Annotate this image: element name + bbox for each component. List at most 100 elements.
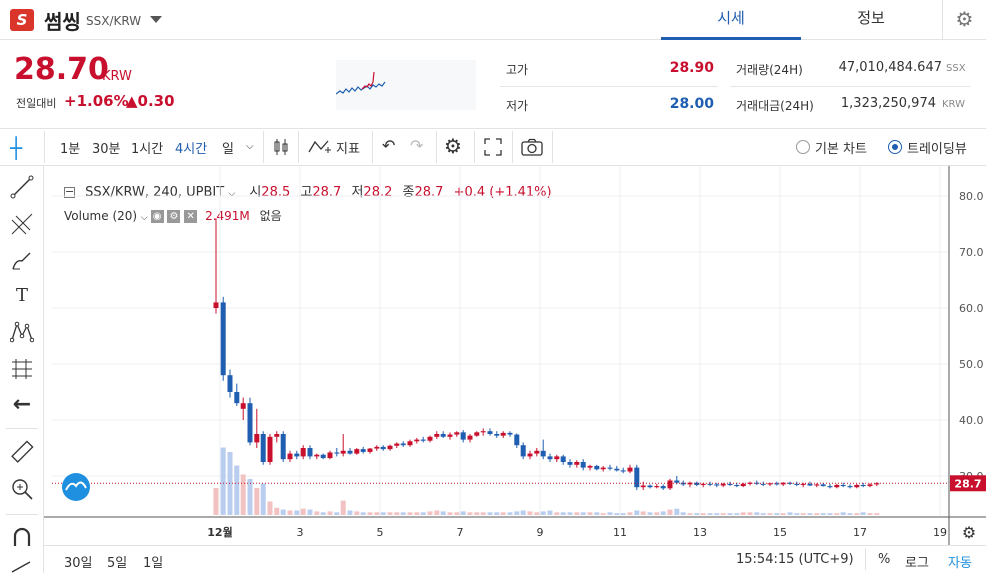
tab-info[interactable]: 정보 (857, 9, 885, 27)
volume-bar (514, 511, 520, 515)
range-30d[interactable]: 30일 (64, 556, 93, 571)
ruler-icon[interactable] (10, 440, 34, 464)
volume-bar (787, 512, 793, 515)
close-icon[interactable]: ✕ (184, 210, 198, 223)
y-tick-label: 80.0 (959, 190, 984, 203)
coin-name[interactable]: 썸씽 (44, 10, 81, 34)
volume-bar (480, 512, 486, 515)
settings-icon[interactable]: ⚙ (167, 210, 181, 223)
candle-body (640, 485, 646, 488)
fullscreen-icon[interactable] (484, 138, 502, 156)
basic-chart-radio[interactable] (796, 140, 810, 154)
x-tick-label: 9 (537, 526, 544, 539)
candle-body (500, 432, 506, 436)
hide-drawings-icon[interactable] (10, 560, 34, 573)
volume-bar (420, 512, 426, 515)
pattern-tool-icon[interactable] (10, 320, 34, 344)
candle-body (760, 483, 766, 485)
volume-legend: Volume (20) ⌵ ◉ ⚙ ✕ 2.491M 없음 (64, 207, 282, 224)
gear-icon[interactable]: ⚙ (942, 0, 986, 40)
indicators-label[interactable]: 지표 (336, 142, 360, 157)
zoom-in-icon[interactable] (10, 477, 34, 501)
trendline-icon[interactable] (10, 175, 34, 199)
volume-bar (554, 512, 560, 515)
volume-bar (367, 512, 373, 515)
candle-body (720, 483, 726, 486)
volume-bar (747, 512, 753, 515)
interval-1h[interactable]: 1시간 (131, 142, 164, 157)
volume-bar (454, 512, 460, 515)
fib-tool-icon[interactable] (10, 212, 34, 236)
candle-body (674, 480, 680, 483)
x-tick-label: 5 (377, 526, 384, 539)
text-tool-icon[interactable]: T (15, 285, 28, 306)
percent-toggle[interactable]: % (878, 552, 891, 567)
candle-body (427, 436, 433, 441)
candle-body (234, 392, 240, 404)
indicator-icon[interactable] (308, 138, 332, 156)
volume-bar (267, 501, 273, 515)
chevron-down-icon[interactable]: ⌵ (140, 213, 151, 223)
volume-bar (820, 513, 826, 515)
x-tick-label: 15 (773, 526, 787, 539)
magnet-icon[interactable] (10, 526, 34, 550)
camera-icon[interactable] (521, 138, 543, 156)
projection-tool-icon[interactable] (10, 357, 34, 381)
chevron-down-icon[interactable]: ⌵ (228, 189, 236, 199)
candle-body (540, 450, 546, 457)
brush-icon[interactable] (10, 249, 34, 273)
high-label: 고가 (506, 63, 529, 77)
auto-toggle[interactable]: 자동 (948, 556, 972, 571)
candle-body (554, 456, 560, 460)
volume-bar (400, 512, 406, 515)
interval-4h[interactable]: 4시간 (175, 142, 208, 157)
arrow-left-icon[interactable]: ← (12, 392, 32, 417)
tradingview-radio[interactable] (888, 140, 902, 154)
volume-bar (387, 512, 393, 515)
candle-body (360, 449, 366, 452)
chevron-down-icon[interactable] (150, 16, 162, 23)
y-tick-label: 50.0 (959, 358, 984, 371)
x-tick-label: 3 (297, 526, 304, 539)
candle-body (567, 462, 573, 465)
candle-body (327, 452, 333, 459)
coin-pair[interactable]: SSX/KRW (86, 14, 142, 28)
interval-1m[interactable]: 1분 (60, 142, 81, 157)
tab-price[interactable]: 시세 (661, 0, 801, 40)
candlestick-chart[interactable]: 80.070.060.050.040.030.012월3579111315171… (44, 166, 986, 545)
candle-body (754, 482, 760, 484)
interval-day[interactable]: 일 (222, 142, 234, 157)
volume-bar (500, 512, 506, 515)
settings-icon[interactable]: ⚙ (444, 134, 462, 158)
volume-bar (534, 512, 540, 515)
candle-body (714, 484, 720, 486)
volume-bar (720, 513, 726, 515)
candle-body (627, 467, 633, 472)
current-price: 28.70 (14, 52, 109, 87)
candle-type-icon[interactable] (272, 137, 290, 157)
volume-bar (860, 512, 866, 515)
collapse-icon[interactable]: − (64, 185, 75, 198)
candle-body (480, 431, 486, 433)
divider (474, 131, 475, 163)
eye-icon[interactable]: ◉ (150, 210, 164, 223)
range-1d[interactable]: 1일 (143, 556, 164, 571)
tradingview-label[interactable]: 트레이딩뷰 (907, 142, 967, 157)
candle-body (407, 441, 413, 446)
x-tick-label: 11 (613, 526, 627, 539)
crosshair-icon[interactable]: ┼ (10, 136, 23, 160)
candle-body (394, 443, 400, 446)
candle-body (780, 482, 786, 485)
volume-bar (760, 513, 766, 515)
basic-chart-label[interactable]: 기본 차트 (815, 142, 867, 157)
range-5d[interactable]: 5일 (107, 556, 128, 571)
candle-body (320, 454, 326, 459)
redo-icon[interactable]: ↷ (410, 136, 424, 155)
chevron-down-icon[interactable]: ⌵ (246, 141, 254, 152)
interval-30m[interactable]: 30분 (92, 142, 121, 157)
candle-body (560, 456, 566, 462)
log-toggle[interactable]: 로그 (905, 556, 929, 571)
volume-legend-label[interactable]: Volume (20) (64, 209, 138, 223)
low-label: 저가 (506, 99, 529, 113)
undo-icon[interactable]: ↶ (382, 136, 396, 155)
